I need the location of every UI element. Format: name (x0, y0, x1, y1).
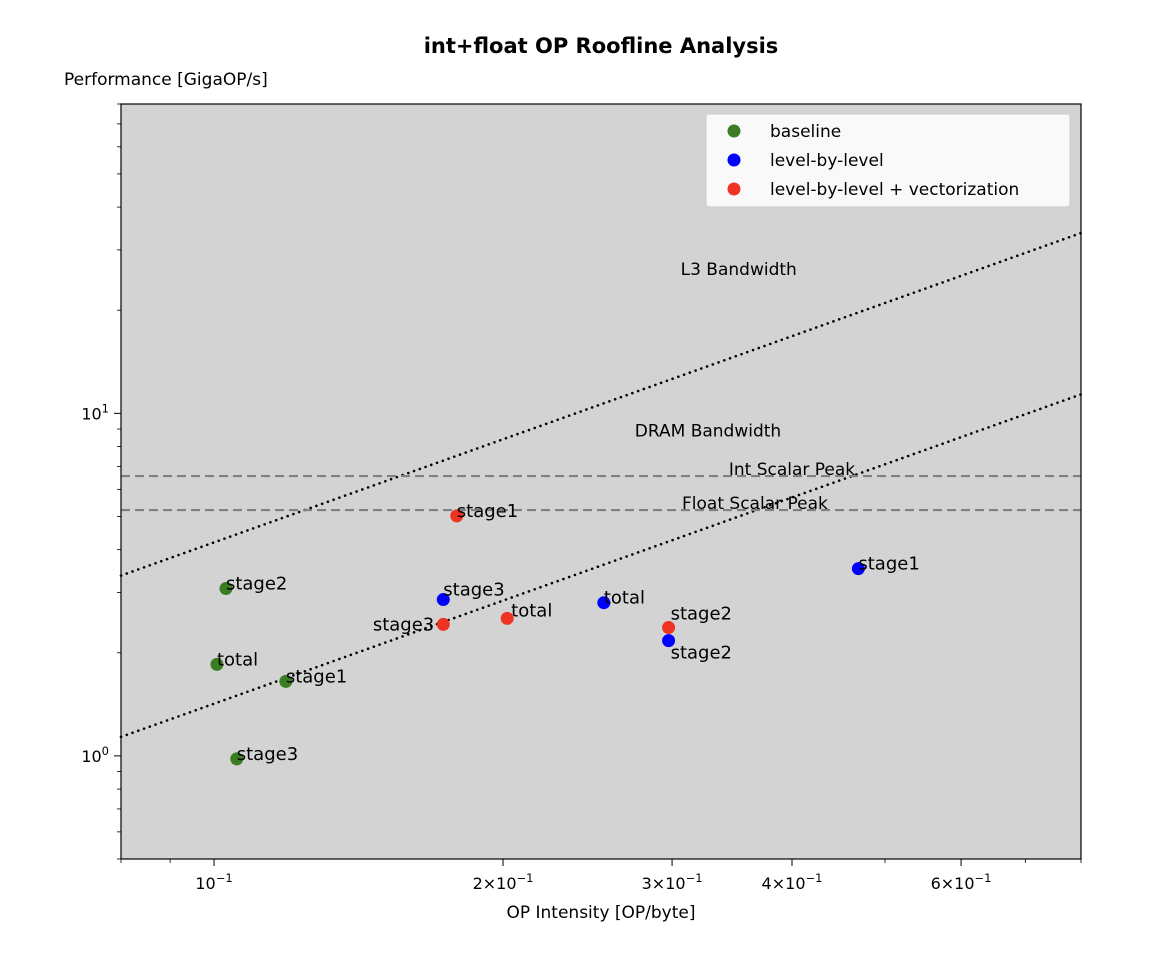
data-point-level-by-level-total (597, 596, 611, 610)
data-point-level-by-level-stage3 (436, 593, 450, 607)
data-point-level-by-level-stage2 (662, 634, 676, 648)
l3-bandwidth-line (119, 231, 1083, 577)
legend: baseline level-by-level level-by-level + v… (705, 113, 1071, 208)
x-tick-label: 6×10−1 (931, 871, 992, 893)
y-tick-label: 100 (81, 744, 109, 766)
data-point-baseline-stage1 (279, 674, 293, 688)
data-point-baseline-total (210, 657, 224, 671)
point-label: total (604, 588, 645, 609)
y-tick-label: 101 (81, 401, 109, 423)
x-tick-label: 3×10−1 (642, 871, 703, 893)
point-label: stage1 (457, 501, 518, 522)
x-tick-label: 2×10−1 (473, 871, 534, 893)
dram-bandwidth-label: DRAM Bandwidth (635, 422, 781, 442)
x-axis-label: OP Intensity [OP/byte] (506, 903, 695, 923)
data-point-baseline-stage3 (230, 752, 244, 766)
point-label: stage2 (226, 574, 287, 595)
point-label: total (511, 600, 552, 621)
y-axis-label: Performance [GigaOP/s] (64, 70, 268, 90)
data-point-level-by-level-vectorization-stage3 (436, 617, 450, 631)
data-point-level-by-level-vectorization-total (500, 611, 514, 625)
point-label: stage2 (671, 604, 732, 625)
point-label: stage1 (286, 666, 347, 687)
legend-entry: level-by-level (770, 151, 884, 171)
data-point-baseline-stage2 (219, 582, 233, 596)
legend-marker (727, 124, 741, 138)
data-point-level-by-level-vectorization-stage2 (662, 621, 676, 635)
chart-title: int+float OP Roofline Analysis (424, 34, 779, 58)
point-label: stage1 (858, 554, 919, 575)
l3-bandwidth-label: L3 Bandwidth (681, 260, 797, 280)
float-scalar-peak-label: Float Scalar Peak (682, 494, 828, 514)
legend-entry: baseline (770, 122, 841, 142)
int-scalar-peak-label: Int Scalar Peak (729, 460, 855, 480)
data-point-level-by-level-stage1 (851, 562, 865, 576)
legend-box (705, 113, 1071, 208)
legend-entry: level-by-level + vectorization (770, 180, 1019, 200)
plot-area (121, 104, 1081, 859)
x-tick-label: 10−1 (195, 871, 232, 893)
x-tick-label: 4×10−1 (762, 871, 823, 893)
point-label: stage3 (373, 614, 434, 635)
legend-marker (727, 153, 741, 167)
point-label: stage3 (237, 744, 298, 765)
legend-marker (727, 182, 741, 196)
data-point-level-by-level-vectorization-stage1 (450, 509, 464, 523)
point-label: stage2 (671, 643, 732, 664)
point-label: total (217, 649, 258, 670)
point-label: stage3 (443, 580, 504, 601)
plot-frame (120, 103, 1082, 860)
